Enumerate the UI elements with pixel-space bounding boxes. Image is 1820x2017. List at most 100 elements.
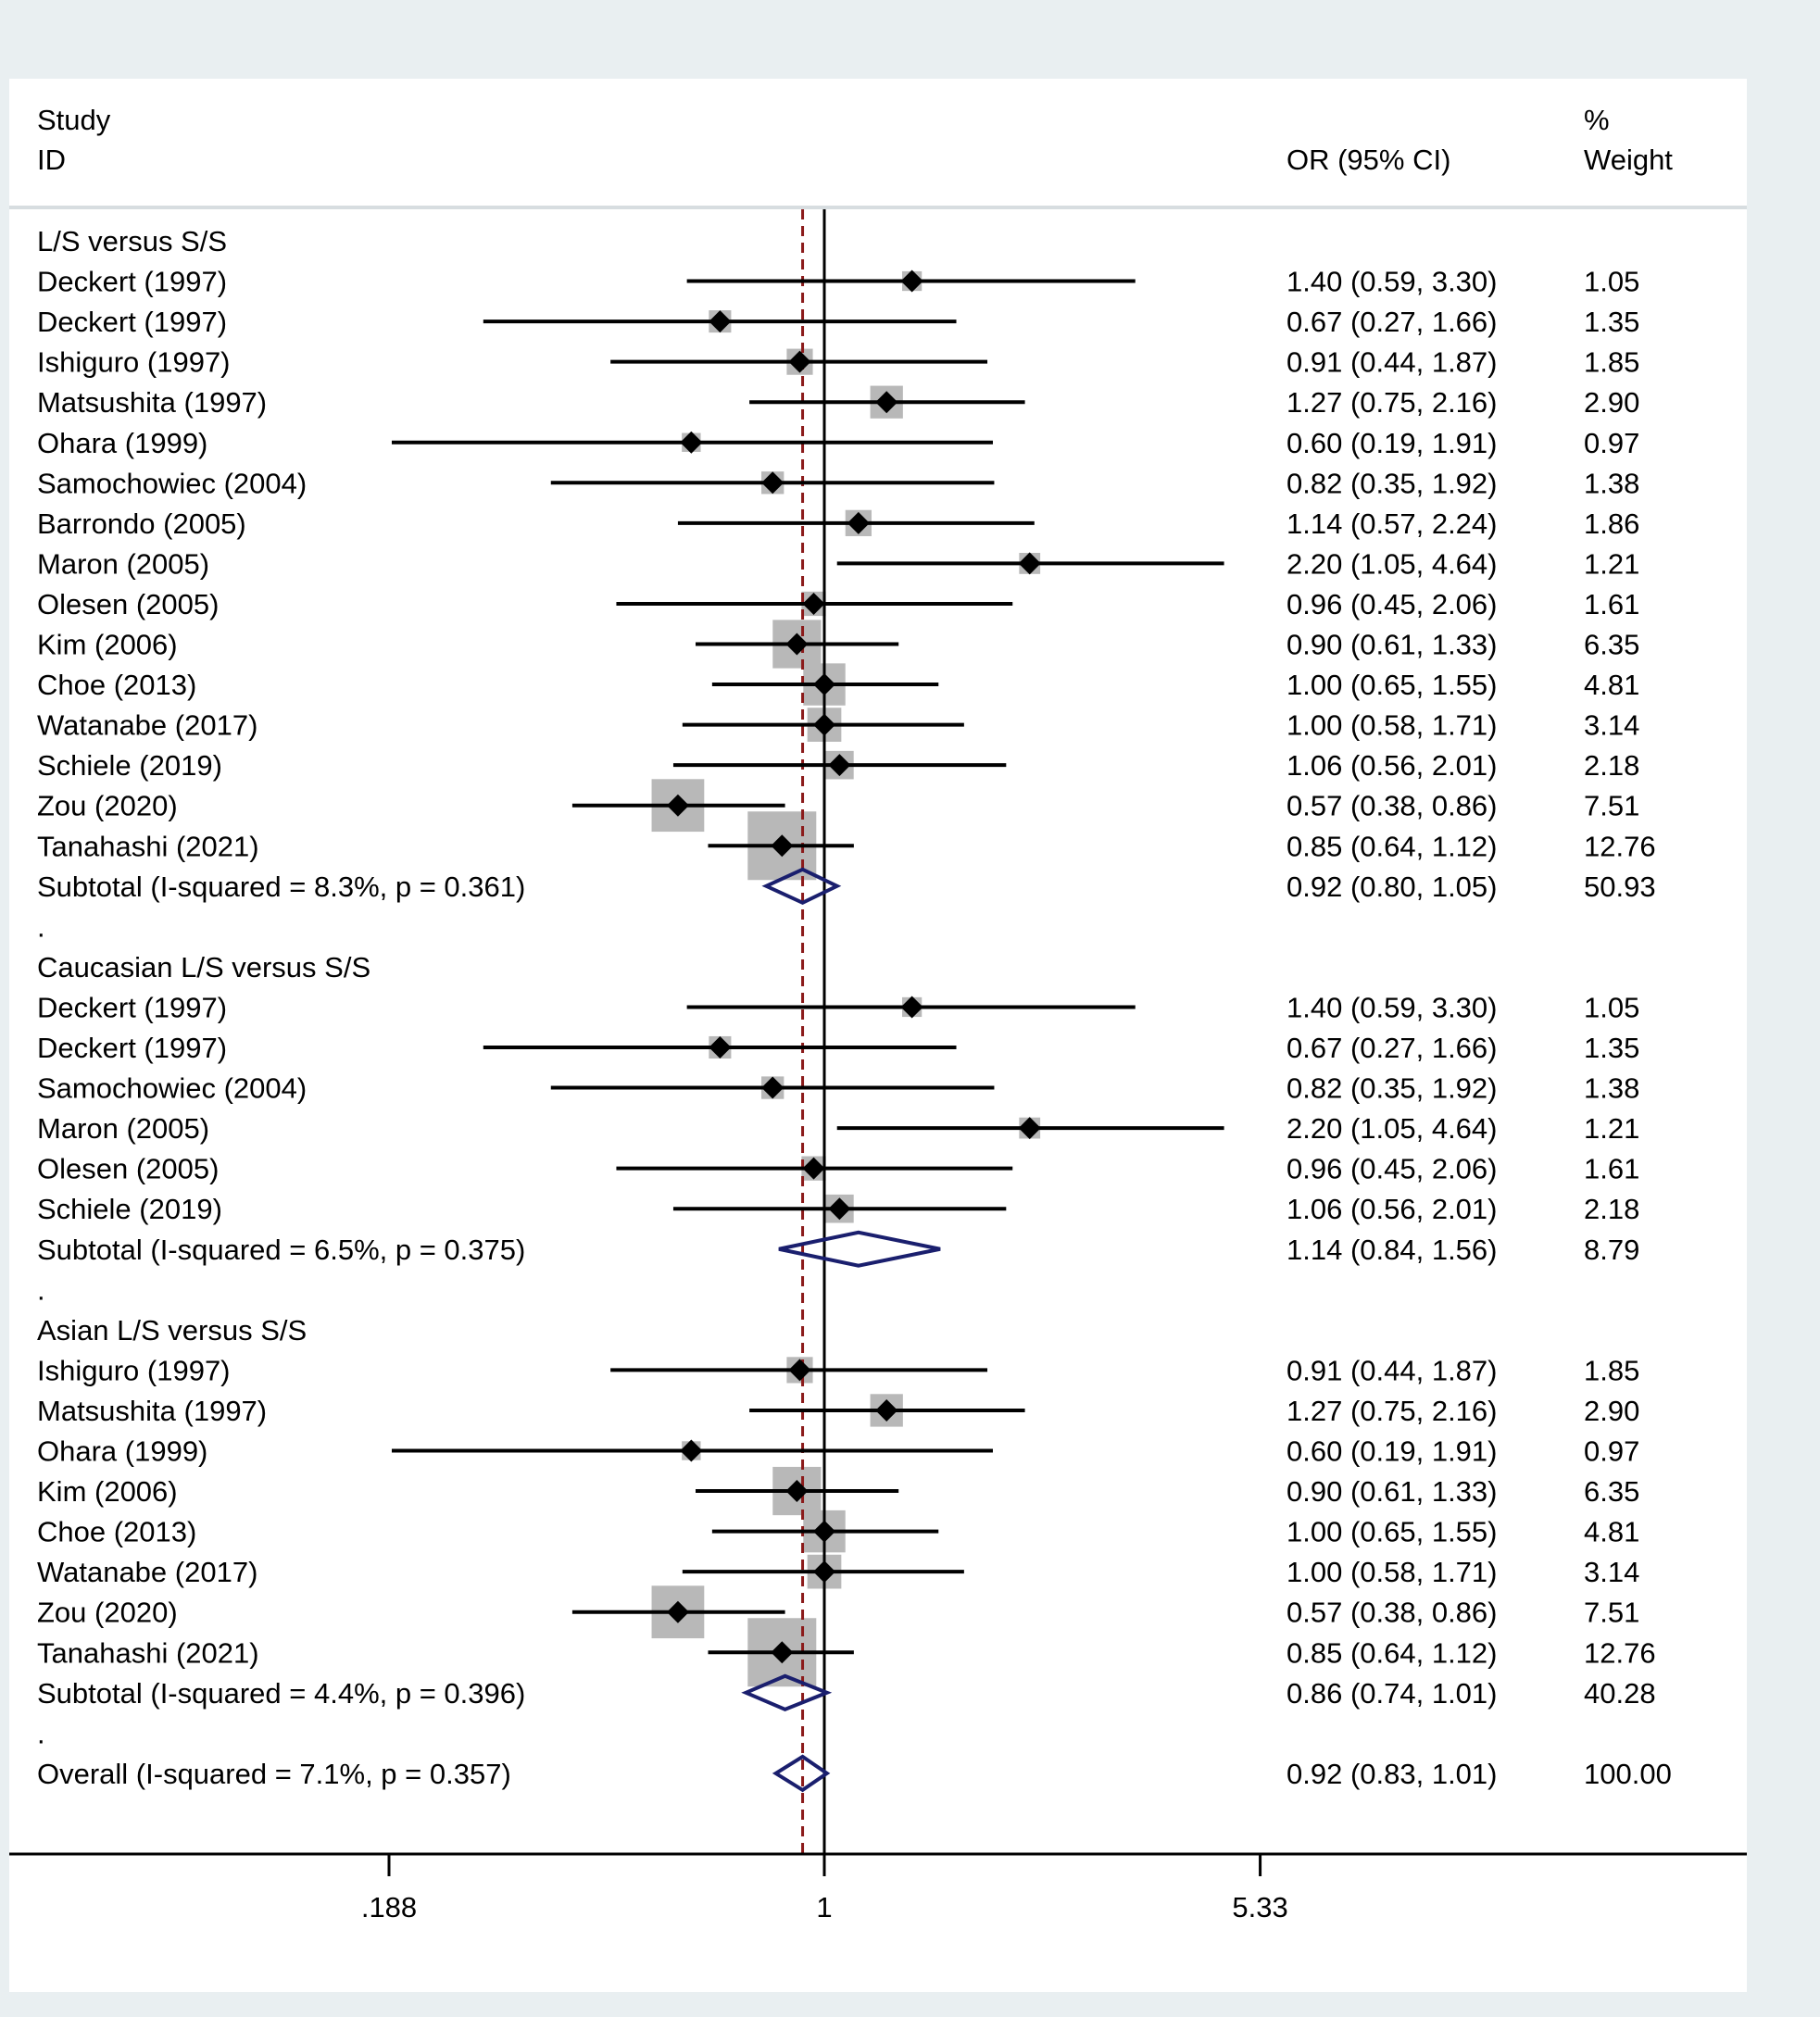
or-ci-value: 1.14 (0.84, 1.56) [1287,1234,1498,1266]
header-study: Study [37,104,111,136]
weight-value: 2.18 [1584,749,1639,782]
or-ci-value: 0.92 (0.83, 1.01) [1287,1758,1498,1790]
or-ci-value: 0.82 (0.35, 1.92) [1287,1072,1498,1105]
weight-value: 2.90 [1584,386,1639,419]
study-label: Deckert (1997) [37,991,227,1023]
subtotal-diamond [761,867,842,906]
or-ci-value: 0.92 (0.80, 1.05) [1287,871,1498,903]
weight-value: 6.35 [1584,1475,1639,1508]
weight-value: 4.81 [1584,669,1639,701]
weight-value: 3.14 [1584,1556,1639,1588]
subtotal-label: Subtotal (I-squared = 6.5%, p = 0.375) [37,1234,525,1266]
subgroup-heading: L/S versus S/S [37,225,227,257]
header-separator [9,206,1747,209]
weight-value: 8.79 [1584,1234,1639,1266]
point-estimate [785,633,809,656]
weight-value: 1.38 [1584,467,1639,499]
weight-value: 0.97 [1584,427,1639,459]
weight-value: 2.18 [1584,1193,1639,1225]
point-estimate [771,834,794,858]
study-label: Tanahashi (2021) [37,1636,259,1669]
point-estimate [813,673,835,696]
point-estimate [666,794,689,817]
point-estimate [847,511,870,534]
or-ci-value: 1.40 (0.59, 3.30) [1287,266,1498,298]
or-ci-value: 0.60 (0.19, 1.91) [1287,1435,1498,1468]
study-label: Samochowiec (2004) [37,1072,307,1105]
x-axis: .188 1 5.33 [9,1852,1747,1923]
point-estimate [680,431,703,454]
point-estimate [813,1560,835,1584]
or-ci-value: 0.96 (0.45, 2.06) [1287,1153,1498,1185]
study-label: Deckert (1997) [37,266,227,298]
weight-value: 1.21 [1584,547,1639,580]
row-labels: L/S versus S/S Deckert (1997) 1.40 (0.59, … [37,225,1672,1790]
study-label: Kim (2006) [37,1475,178,1508]
study-label: Maron (2005) [37,1112,209,1145]
spacer-dot: . [37,910,45,943]
point-estimate [875,391,898,414]
or-ci-value: 1.06 (0.56, 2.01) [1287,749,1498,782]
study-label: Maron (2005) [37,547,209,580]
point-estimate [1018,1117,1041,1140]
overall-label: Overall (I-squared = 7.1%, p = 0.357) [37,1758,511,1790]
study-label: Schiele (2019) [37,749,222,782]
study-label: Olesen (2005) [37,1153,219,1185]
spacer-dot: . [37,1717,45,1749]
or-ci-value: 0.91 (0.44, 1.87) [1287,346,1498,379]
or-ci-value: 1.14 (0.57, 2.24) [1287,507,1498,540]
weight-value: 100.00 [1584,1758,1672,1790]
study-label: Tanahashi (2021) [37,830,259,862]
study-label: Ishiguro (1997) [37,346,231,379]
subgroup-heading: Caucasian L/S versus S/S [37,951,370,983]
point-estimate [875,1398,898,1422]
or-ci-value: 0.82 (0.35, 1.92) [1287,467,1498,499]
or-ci-value: 0.57 (0.38, 0.86) [1287,790,1498,822]
or-ci-value: 1.00 (0.65, 1.55) [1287,1516,1498,1548]
point-estimate [761,471,784,495]
point-estimate [900,996,923,1019]
study-label: Kim (2006) [37,629,178,661]
or-ci-value: 0.67 (0.27, 1.66) [1287,306,1498,338]
subtotal-diamond [741,1673,833,1711]
weight-value: 12.76 [1584,830,1656,862]
study-label: Samochowiec (2004) [37,467,307,499]
header-weight: Weight [1584,144,1673,176]
study-label: Zou (2020) [37,1597,178,1629]
point-estimate [1018,552,1041,575]
forest-marks [391,209,1224,1854]
or-ci-value: 0.67 (0.27, 1.66) [1287,1032,1498,1064]
weight-value: 4.81 [1584,1516,1639,1548]
or-ci-value: 0.60 (0.19, 1.91) [1287,427,1498,459]
study-label: Deckert (1997) [37,1032,227,1064]
point-estimate [771,1641,794,1664]
weight-value: 12.76 [1584,1636,1656,1669]
or-ci-value: 1.00 (0.58, 1.71) [1287,709,1498,742]
weight-value: 1.35 [1584,306,1639,338]
header-id: ID [37,144,66,176]
study-label: Watanabe (2017) [37,1556,257,1588]
x-tick-label: .188 [361,1891,417,1923]
weight-value: 1.05 [1584,266,1639,298]
point-estimate [680,1439,703,1462]
or-ci-value: 0.91 (0.44, 1.87) [1287,1354,1498,1386]
or-ci-value: 0.90 (0.61, 1.33) [1287,1475,1498,1508]
header-percent: % [1584,104,1610,136]
weight-value: 7.51 [1584,1597,1639,1629]
point-estimate [788,350,811,373]
or-ci-value: 1.27 (0.75, 2.16) [1287,1395,1498,1427]
weight-value: 1.85 [1584,1354,1639,1386]
point-estimate [828,754,851,777]
point-estimate [802,1157,825,1180]
overall-diamond [772,1754,831,1793]
or-ci-value: 1.40 (0.59, 3.30) [1287,991,1498,1023]
study-label: Matsushita (1997) [37,386,267,419]
point-estimate [788,1359,811,1382]
or-ci-value: 0.57 (0.38, 0.86) [1287,1597,1498,1629]
weight-value: 1.21 [1584,1112,1639,1145]
study-label: Watanabe (2017) [37,709,257,742]
weight-value: 1.35 [1584,1032,1639,1064]
weight-value: 1.86 [1584,507,1639,540]
study-label: Ohara (1999) [37,1435,207,1468]
